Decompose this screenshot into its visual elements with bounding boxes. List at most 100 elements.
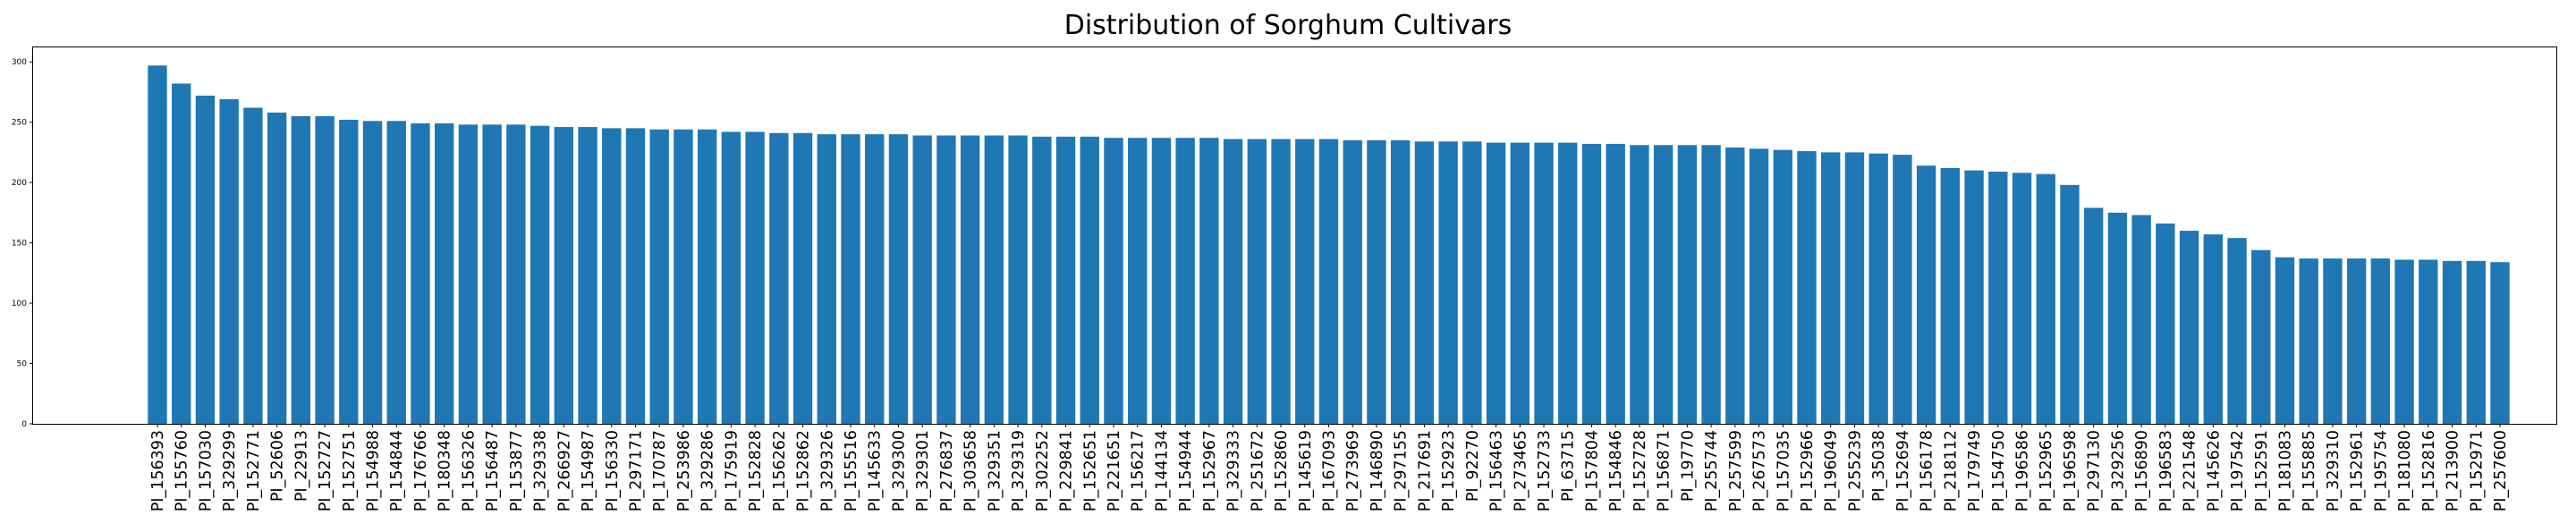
x-tick-label: PI_153877 (508, 430, 526, 511)
x-tick-label: PI_255239 (1846, 430, 1864, 511)
x-tick-label: PI_255744 (1703, 430, 1721, 511)
x-tick-label: PI_152651 (1081, 430, 1099, 511)
bar-PI_273465 (1510, 142, 1530, 424)
y-tick-label: 150 (12, 240, 27, 249)
x-tick-label: PI_196586 (2014, 430, 2032, 511)
y-tick-label: 300 (12, 58, 27, 67)
x-tick-label: PI_156871 (1656, 430, 1674, 511)
bar-PI_180348 (435, 123, 454, 424)
x-tick-label: PI_329300 (890, 430, 908, 511)
x-tick-label: PI_152961 (2349, 430, 2367, 511)
y-tick-label: 100 (12, 300, 27, 308)
x-tick-label: PI_196598 (2062, 430, 2080, 511)
x-tick-label: PI_152965 (2038, 430, 2055, 511)
bar-PI_152728 (1630, 145, 1649, 425)
bar-PI_152971 (2466, 260, 2486, 424)
plot-area-frame (32, 46, 2557, 425)
bar-PI_154844 (386, 121, 406, 424)
bar-PI_221651 (1104, 138, 1123, 424)
x-tick-label: PI_157804 (1583, 430, 1601, 511)
bar-PI_257599 (1725, 148, 1745, 424)
bar-PI_152923 (1438, 141, 1458, 424)
x-tick-label: PI_154988 (365, 430, 383, 511)
bar-PI_156326 (458, 124, 479, 425)
bar-PI_329351 (984, 135, 1004, 424)
x-tick-label: PI_329319 (1010, 430, 1028, 511)
bar-PI_157030 (195, 95, 216, 424)
x-tick-label: PI_152967 (1201, 430, 1219, 511)
bar-PI_145619 (1295, 139, 1315, 425)
bar-PI_156330 (602, 128, 622, 424)
x-tick-label: PI_273465 (1512, 430, 1530, 511)
bar-PI_153877 (506, 124, 526, 425)
x-tick-label: PI_157030 (197, 430, 215, 511)
bar-PI_195754 (2370, 258, 2391, 424)
x-tick-label: PI_229841 (1058, 430, 1076, 511)
bar-PI_257600 (2490, 262, 2510, 424)
x-tick-label: PI_145626 (2205, 430, 2223, 511)
bar-PI_221548 (2179, 231, 2199, 424)
x-tick-label: PI_156463 (1488, 430, 1506, 511)
bar-PI_196583 (2156, 224, 2175, 424)
bar-PI_152727 (315, 115, 335, 424)
x-tick-label: PI_145633 (867, 430, 885, 511)
bar-PI_155885 (2299, 258, 2318, 424)
bar-PI_329338 (530, 125, 550, 424)
bar-PI_329319 (1008, 135, 1028, 424)
x-tick-label: PI_297130 (2086, 430, 2104, 511)
x-tick-label: PI_156262 (771, 430, 789, 511)
bar-PI_255239 (1844, 152, 1865, 424)
chart-title: Distribution of Sorghum Cultivars (1064, 10, 1513, 41)
x-tick-label: PI_329338 (532, 430, 550, 511)
x-tick-label: PI_276837 (938, 430, 956, 511)
bar-PI_196598 (2060, 184, 2080, 424)
bar-PI_152733 (1534, 142, 1554, 424)
bar-PI_297171 (625, 128, 646, 424)
bar-PI_218112 (1940, 167, 1961, 424)
bar-PI_156262 (769, 132, 789, 425)
x-tick-label: PI_156393 (149, 430, 167, 511)
x-tick-label: PI_196049 (1823, 430, 1841, 511)
x-tick-label: PI_329351 (986, 430, 1004, 511)
x-tick-label: PI_156487 (484, 430, 502, 511)
x-tick-label: PI_156217 (1130, 430, 1148, 511)
x-tick-label: PI_35038 (1870, 430, 1888, 502)
x-tick-label: PI_152694 (1894, 430, 1912, 511)
x-tick-label: PI_267573 (1751, 430, 1769, 511)
x-tick-label: PI_52606 (269, 430, 287, 502)
bar-PI_156178 (1916, 165, 1936, 425)
bar-PI_167093 (1318, 139, 1339, 425)
bar-PI_196586 (2012, 173, 2032, 424)
x-tick-label: PI_221548 (2182, 430, 2199, 511)
x-tick-label: PI_144134 (1153, 430, 1171, 511)
x-tick-label: PI_152733 (1536, 430, 1554, 511)
x-tick-label: PI_154750 (1990, 430, 2008, 511)
x-tick-label: PI_167093 (1321, 430, 1339, 511)
bar-PI_152751 (339, 119, 359, 424)
bar-PI_251672 (1247, 139, 1267, 425)
bar-PI_329300 (888, 134, 909, 424)
bar-PI_255744 (1701, 145, 1721, 425)
bar-PI_154846 (1606, 143, 1625, 424)
bar-PI_329326 (817, 134, 836, 424)
x-axis: PI_156393 PI_155760 PI_157030 PI_329299 PI_1… (149, 424, 2510, 511)
x-tick-label: PI_22913 (292, 430, 310, 502)
x-tick-label: PI_221651 (1106, 430, 1123, 511)
bar-PI_154944 (1175, 138, 1195, 424)
bar-PI_302252 (1032, 136, 1052, 424)
bar-PI_267573 (1749, 148, 1769, 424)
bar-PI_156890 (2131, 215, 2151, 424)
bar-PI_329286 (697, 129, 717, 424)
bar-PI_152816 (2419, 259, 2438, 424)
bar-PI_329299 (219, 99, 239, 425)
bar-PI_154750 (1988, 171, 2008, 425)
x-tick-label: PI_329310 (2325, 430, 2343, 511)
x-tick-label: PI_155516 (843, 430, 860, 511)
bar-PI_146890 (1367, 139, 1386, 424)
bar-PI_152966 (1797, 151, 1817, 425)
x-tick-label: PI_297155 (1393, 430, 1411, 511)
x-tick-label: PI_197542 (2229, 430, 2247, 511)
bar-PI_152694 (1893, 155, 1912, 424)
bar-PI_170787 (649, 129, 669, 424)
